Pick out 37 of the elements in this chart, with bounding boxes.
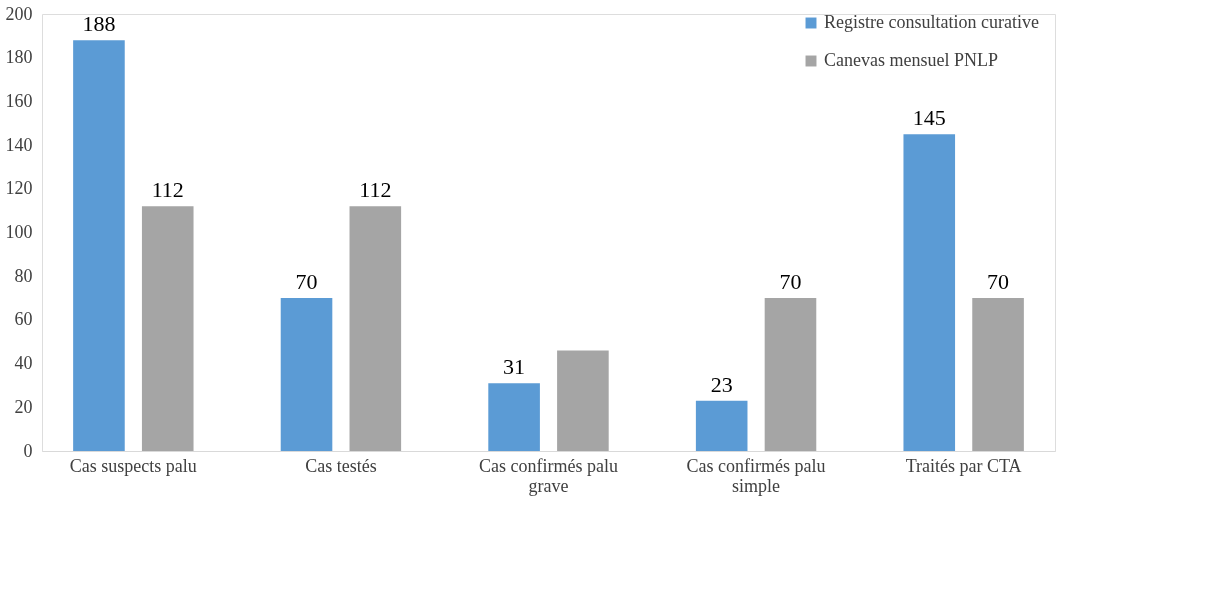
y-tick-label: 160 [5,90,33,111]
y-tick-label: 60 [14,309,33,330]
y-tick-label: 120 [5,178,33,199]
y-tick-label: 180 [5,47,33,68]
data-label: 145 [912,105,946,131]
legend-label: Registre consultation curative [824,12,1039,32]
y-tick-label: 20 [14,396,33,417]
data-label: 70 [779,269,802,295]
data-label: 70 [295,269,318,295]
bar [695,400,748,451]
bar [557,350,609,451]
legend-label: Canevas mensuel PNLP [824,50,998,70]
bar [141,206,194,451]
x-tick-label: Cas suspects palu [69,455,197,476]
y-tick-label: 200 [5,3,33,24]
data-label: 23 [710,371,733,397]
y-tick-label: 0 [23,440,33,461]
bar [903,134,956,451]
bar [349,206,402,451]
x-tick-label: Cas testés [305,455,377,476]
y-tick-label: 100 [5,222,33,242]
y-tick-label: 40 [14,353,33,374]
x-tick-label: Cas confirmés palu grave [479,455,618,496]
data-label: 188 [82,11,116,37]
data-label: 112 [151,177,184,203]
bar [764,298,817,451]
data-label: 31 [503,354,526,380]
bar [972,298,1024,451]
x-tick-label: Cas confirmés palu simple [686,455,826,496]
y-tick-label: 140 [5,134,33,155]
bar [280,298,333,451]
data-label: 112 [359,177,392,203]
y-tick-label: 80 [14,265,33,286]
data-label: 70 [987,269,1010,295]
x-tick-label: Traités par CTA [905,455,1022,476]
bar [73,40,125,451]
bar [488,383,540,451]
